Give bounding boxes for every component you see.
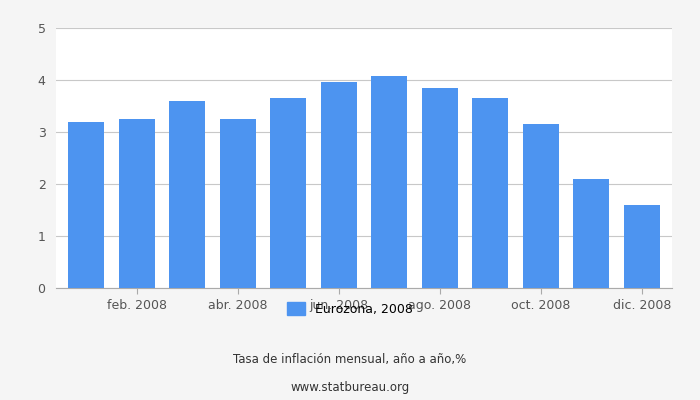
Bar: [624, 205, 660, 288]
Bar: [68, 122, 104, 288]
Bar: [371, 76, 407, 288]
Bar: [421, 88, 458, 288]
Legend: Eurozona, 2008: Eurozona, 2008: [287, 302, 413, 316]
Bar: [321, 82, 357, 288]
Bar: [472, 98, 508, 288]
Bar: [573, 179, 610, 288]
Bar: [522, 124, 559, 288]
Bar: [220, 119, 256, 288]
Bar: [118, 119, 155, 288]
Text: www.statbureau.org: www.statbureau.org: [290, 382, 410, 394]
Bar: [169, 101, 206, 288]
Bar: [270, 98, 307, 288]
Text: Tasa de inflación mensual, año a año,%: Tasa de inflación mensual, año a año,%: [233, 354, 467, 366]
